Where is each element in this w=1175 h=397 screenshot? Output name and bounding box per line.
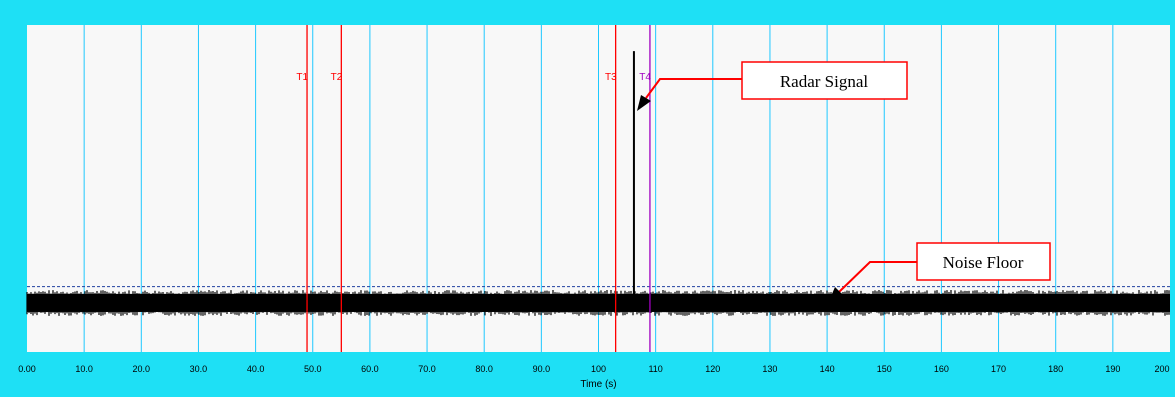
x-tick-label: 90.0	[533, 364, 551, 374]
x-tick-labels: 0.00 10.0 20.0 30.0 40.0 50.0 60.0 70.0 80.0 90.0…	[18, 364, 1169, 374]
x-tick-label: 10.0	[75, 364, 93, 374]
x-tick-label: 0.00	[18, 364, 36, 374]
marker-label-t1: T1	[296, 72, 308, 83]
callout-noise-floor: Noise Floor	[829, 242, 1051, 301]
noise-band	[26, 289, 1170, 316]
x-tick-label: 100	[591, 364, 606, 374]
callout-noise-floor-text: Noise Floor	[943, 253, 1024, 272]
arrowhead-noise-icon	[829, 287, 844, 301]
x-tick-label: 120	[705, 364, 720, 374]
x-tick-label: 20.0	[133, 364, 151, 374]
x-tick-label: 170	[991, 364, 1006, 374]
callout-noise-floor-arrow	[838, 261, 917, 293]
callout-radar-signal-box	[741, 61, 908, 100]
x-tick-label: 30.0	[190, 364, 208, 374]
callout-radar-signal-text: Radar Signal	[780, 72, 869, 91]
x-tick-label: 110	[648, 364, 662, 374]
callout-noise-floor-box	[916, 242, 1051, 281]
x-tick-label: 140	[820, 364, 835, 374]
x-tick-label: 190	[1105, 364, 1120, 374]
noise-spikes	[26, 289, 1170, 316]
arrowhead-radar-icon	[637, 95, 651, 111]
callout-radar-signal: Radar Signal	[637, 61, 908, 111]
marker-label-t2: T2	[331, 72, 343, 83]
x-tick-label: 150	[877, 364, 892, 374]
x-tick-label: 50.0	[304, 364, 322, 374]
marker-label-t3: T3	[605, 72, 617, 83]
marker-lines: T1 T2 T3 T4	[296, 25, 651, 352]
x-tick-label: 80.0	[475, 364, 493, 374]
x-tick-label: 130	[762, 364, 777, 374]
x-tick-label: 70.0	[418, 364, 436, 374]
marker-label-t4: T4	[639, 72, 651, 83]
x-tick-label: 180	[1048, 364, 1063, 374]
x-tick-label: 60.0	[361, 364, 379, 374]
x-tick-label: 40.0	[247, 364, 265, 374]
x-tick-label: 160	[934, 364, 949, 374]
x-tick-label: 200	[1154, 364, 1169, 374]
callout-radar-signal-arrow	[645, 78, 742, 99]
x-axis-label: Time (s)	[580, 379, 616, 390]
